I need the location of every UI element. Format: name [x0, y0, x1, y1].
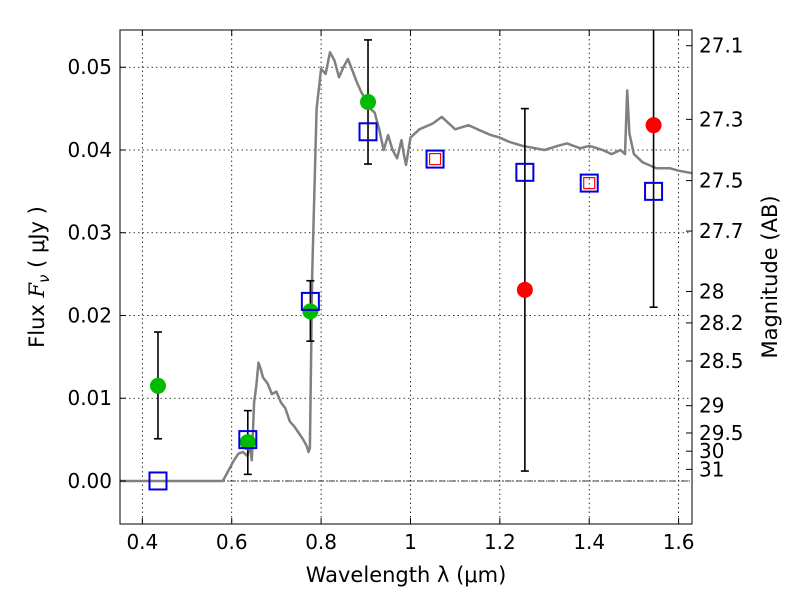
x-tick-label: 1.4 — [573, 530, 605, 554]
y-axis-label-prefix: Flux — [25, 298, 49, 348]
y-tick-label: 0.05 — [67, 55, 112, 79]
model-flux-square-inner — [428, 152, 442, 166]
y-tick-label: 0.00 — [67, 469, 112, 493]
photometry-point — [360, 93, 377, 110]
spectrum-layer — [120, 51, 693, 483]
photometry-point — [149, 377, 166, 394]
x-tick-label: 0.8 — [305, 530, 337, 554]
model-spectrum-line — [120, 51, 693, 483]
magnitude-tick-label: 28 — [699, 279, 724, 303]
photometry-point — [239, 434, 256, 451]
model-flux-square — [300, 291, 320, 311]
plot-frame — [119, 29, 693, 525]
model-flux-square — [644, 181, 664, 201]
magnitude-tick-label: 27.5 — [699, 169, 744, 193]
marker-layer — [148, 93, 664, 491]
magnitude-tick-label: 27.3 — [699, 107, 744, 131]
model-flux-square — [515, 162, 535, 182]
y-tick-label: 0.03 — [67, 221, 112, 245]
y-axis-label-symbol: F — [25, 282, 49, 299]
axis-ticks: 0.4 0.6 0.8 1 1.2 1.4 1.6 0.00 0.01 0.02 0.03 0.04 0… — [67, 30, 744, 554]
magnitude-tick-label: 27.1 — [699, 34, 744, 58]
magnitude-tick-label: 29.5 — [699, 421, 744, 445]
model-flux-square — [579, 173, 599, 193]
y-axis-label: Flux Fν ( μJy ) — [25, 206, 53, 348]
y-tick-label: 0.04 — [67, 138, 112, 162]
magnitude-tick-label: 30 — [699, 439, 724, 463]
photometry-point — [516, 281, 533, 298]
y-axis-label-suffix: ( μJy ) — [25, 206, 49, 274]
x-tick-label: 1.2 — [484, 530, 516, 554]
photometry-point — [302, 303, 319, 320]
magnitude-tick-label: 28.2 — [699, 311, 744, 335]
model-flux-square-inner — [583, 176, 596, 190]
model-flux-square — [425, 149, 445, 169]
magnitude-tick-label: 28.5 — [699, 349, 744, 373]
magnitude-tick-label: 29 — [699, 394, 724, 418]
model-flux-square — [238, 430, 258, 450]
magnitude-axis-label: Magnitude (AB) — [758, 195, 782, 358]
x-tick-label: 0.6 — [216, 530, 248, 554]
x-tick-label: 1.6 — [663, 530, 695, 554]
y-tick-label: 0.01 — [67, 386, 112, 410]
magnitude-tick-label: 27.7 — [699, 219, 744, 243]
photometry-point — [645, 117, 662, 134]
y-axis-label-subscript: ν — [35, 275, 53, 283]
model-flux-square — [148, 471, 168, 491]
y-tick-label: 0.02 — [67, 303, 112, 327]
x-tick-label: 1 — [404, 530, 417, 554]
magnitude-tick-label: 31 — [699, 457, 724, 481]
model-flux-square — [358, 122, 378, 142]
x-axis-label: Wavelength λ (μm) — [306, 563, 507, 587]
x-tick-label: 0.4 — [126, 530, 158, 554]
